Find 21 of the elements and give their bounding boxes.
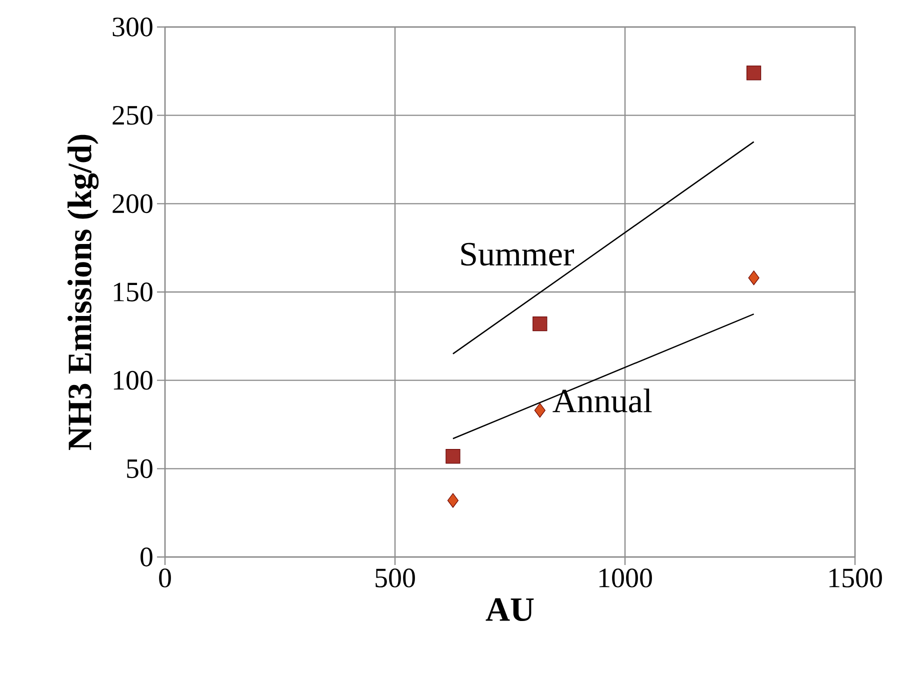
x-tick-label: 500	[376, 568, 415, 588]
series-label: Annual	[552, 388, 652, 412]
point	[748, 270, 760, 286]
point	[746, 66, 762, 80]
y-tick-label: 250	[112, 106, 152, 125]
y-tick-label: 150	[114, 282, 152, 302]
y-tick-label: 0	[140, 548, 152, 566]
x-tick-label: 0	[159, 568, 171, 588]
x-tick-label: 1000	[599, 568, 652, 588]
x-tick-label: 1500	[829, 568, 882, 588]
series-label: Summer	[461, 242, 574, 266]
y-tick-label: 100	[114, 370, 152, 390]
x-axis-title: AU	[486, 598, 534, 622]
point	[447, 493, 459, 508]
y-tick-label: 50	[127, 459, 152, 478]
y-axis-title: NH3 Emissions (kg/d)	[68, 134, 99, 450]
point	[532, 316, 548, 332]
point	[446, 449, 460, 464]
point	[534, 403, 546, 418]
y-tick-label: 300	[112, 18, 152, 36]
y-tick-label: 200	[112, 194, 152, 214]
